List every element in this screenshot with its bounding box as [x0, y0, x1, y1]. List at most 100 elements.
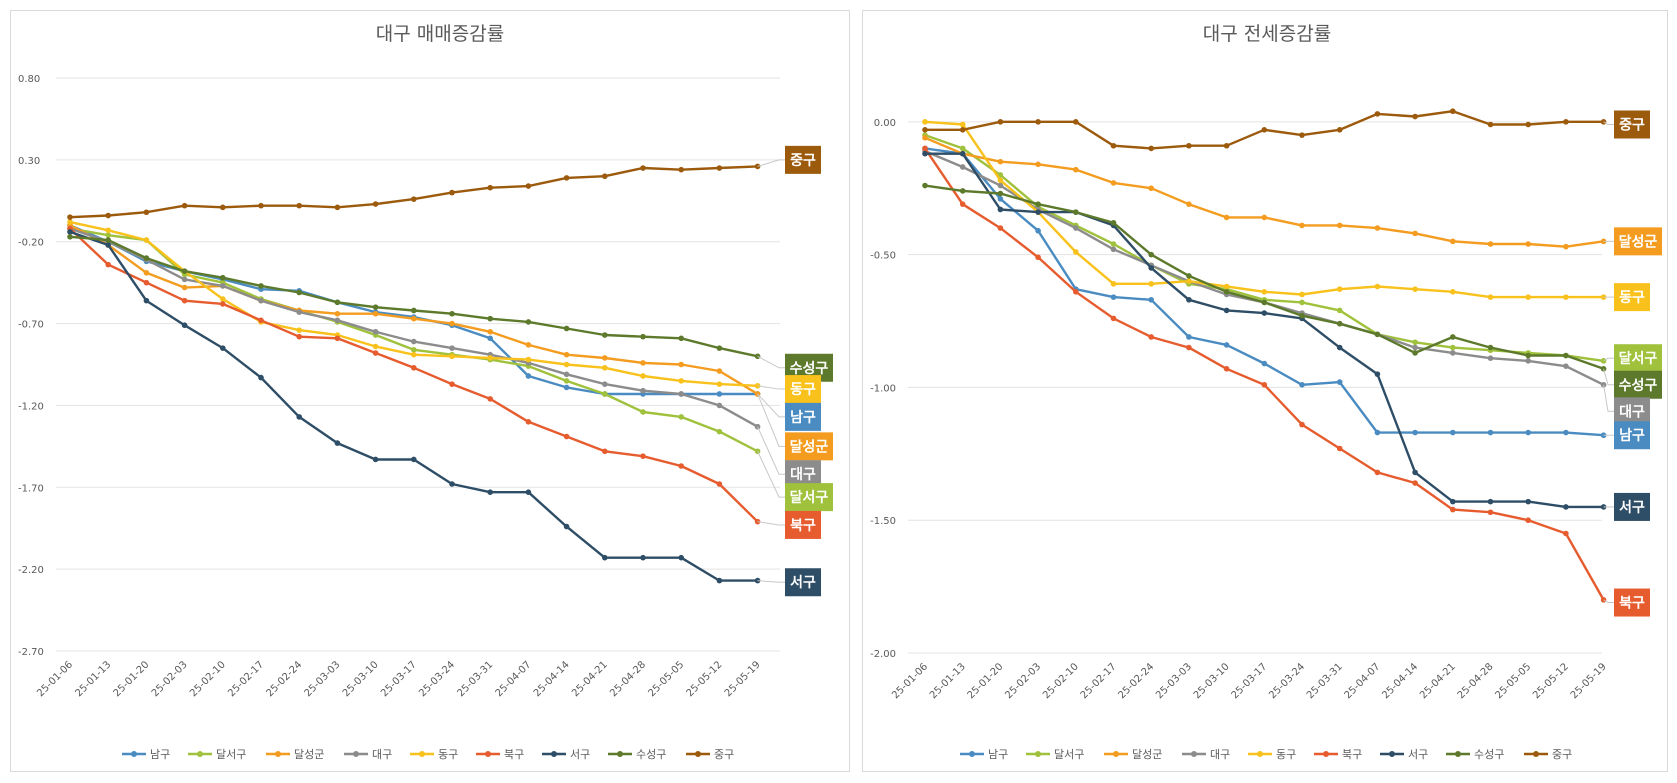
data-point — [1450, 498, 1456, 505]
data-point — [602, 554, 608, 561]
data-point — [105, 212, 111, 219]
y-tick-label: -1.70 — [18, 483, 44, 494]
legend-item-대구: 대구 — [344, 748, 392, 761]
end-label-box — [785, 432, 833, 461]
data-point — [640, 373, 646, 379]
data-point — [487, 355, 494, 361]
data-point — [922, 145, 928, 152]
legend-marker — [695, 751, 701, 757]
data-point — [1261, 360, 1268, 367]
end-label-서구: 서구 — [1603, 492, 1650, 521]
data-point — [1223, 366, 1230, 372]
data-point — [1223, 142, 1230, 149]
legend-label: 남구 — [150, 748, 170, 761]
data-point — [959, 145, 966, 152]
data-point — [449, 320, 455, 327]
data-point — [640, 409, 646, 415]
data-point — [1412, 480, 1418, 486]
data-point — [334, 440, 341, 446]
data-point — [1073, 289, 1079, 295]
data-point — [1110, 281, 1117, 287]
data-point — [258, 317, 264, 324]
legend-label: 중구 — [1552, 748, 1572, 761]
legend-item-서구: 서구 — [1380, 748, 1428, 761]
data-point — [220, 345, 226, 351]
end-label-달성군: 달성군 — [1603, 227, 1662, 256]
label-connector — [757, 159, 785, 167]
data-point — [67, 219, 73, 225]
data-point — [1412, 469, 1418, 476]
data-point — [1223, 283, 1230, 290]
data-point — [1299, 132, 1305, 138]
data-point — [602, 355, 608, 361]
legend-item-수성구: 수성구 — [1446, 748, 1504, 761]
data-point — [258, 283, 264, 289]
legend-label: 달서구 — [216, 748, 246, 761]
data-point — [716, 391, 723, 397]
data-point — [1487, 294, 1494, 300]
data-point — [1374, 371, 1381, 377]
data-point — [1073, 249, 1079, 255]
data-point — [411, 196, 417, 202]
series-중구 — [922, 108, 1607, 152]
data-point — [1186, 334, 1192, 340]
legend-marker — [1035, 751, 1041, 757]
y-tick-label: 0.30 — [18, 156, 40, 167]
end-label-달성군: 달성군 — [757, 393, 833, 461]
data-point — [640, 453, 646, 459]
data-point — [1035, 209, 1041, 215]
series-북구 — [67, 225, 761, 525]
data-point — [181, 322, 188, 329]
data-point — [67, 229, 73, 235]
legend-label: 대구 — [372, 748, 392, 761]
series-달성군 — [922, 134, 1607, 250]
data-point — [143, 279, 150, 286]
label-connector — [757, 393, 785, 418]
legend-item-북구: 북구 — [476, 748, 524, 761]
data-point — [1299, 222, 1305, 229]
label-connector — [1603, 384, 1614, 412]
legend-marker — [551, 751, 557, 757]
y-tick-label: -2.70 — [18, 647, 44, 658]
legend-label: 달성군 — [294, 748, 324, 761]
data-point — [563, 325, 570, 332]
data-point — [678, 166, 684, 173]
data-point — [1110, 294, 1117, 300]
data-point — [181, 276, 188, 283]
end-label-text: 서구 — [1619, 500, 1645, 516]
data-point — [716, 165, 723, 171]
data-point — [1110, 219, 1117, 226]
data-point — [525, 342, 532, 348]
label-connector — [1603, 368, 1614, 386]
legend-marker — [617, 751, 623, 757]
end-label-box — [785, 483, 833, 512]
end-label-text: 북구 — [1619, 596, 1645, 612]
label-connector — [757, 393, 785, 447]
data-point — [1450, 289, 1456, 295]
data-point — [181, 202, 188, 209]
label-connector — [757, 355, 785, 369]
end-label-남구: 남구 — [757, 393, 821, 431]
end-label-달서구: 달서구 — [1603, 344, 1662, 373]
end-label-box — [1614, 227, 1662, 256]
data-point — [449, 189, 455, 196]
end-label-box — [785, 145, 821, 174]
data-point — [334, 335, 341, 342]
end-label-동구: 동구 — [1603, 283, 1650, 312]
series-서구 — [67, 229, 761, 584]
data-point — [1563, 363, 1569, 369]
data-point — [143, 270, 150, 276]
legend-marker — [969, 751, 975, 757]
data-point — [258, 202, 264, 209]
legend-label: 서구 — [570, 748, 590, 761]
data-point — [997, 119, 1004, 125]
data-point — [678, 414, 684, 420]
data-point — [143, 209, 150, 216]
data-point — [143, 297, 150, 304]
data-point — [1525, 358, 1531, 364]
data-point — [1336, 320, 1343, 327]
data-point — [1148, 251, 1154, 258]
legend-marker — [1257, 751, 1263, 757]
data-point — [922, 134, 928, 141]
